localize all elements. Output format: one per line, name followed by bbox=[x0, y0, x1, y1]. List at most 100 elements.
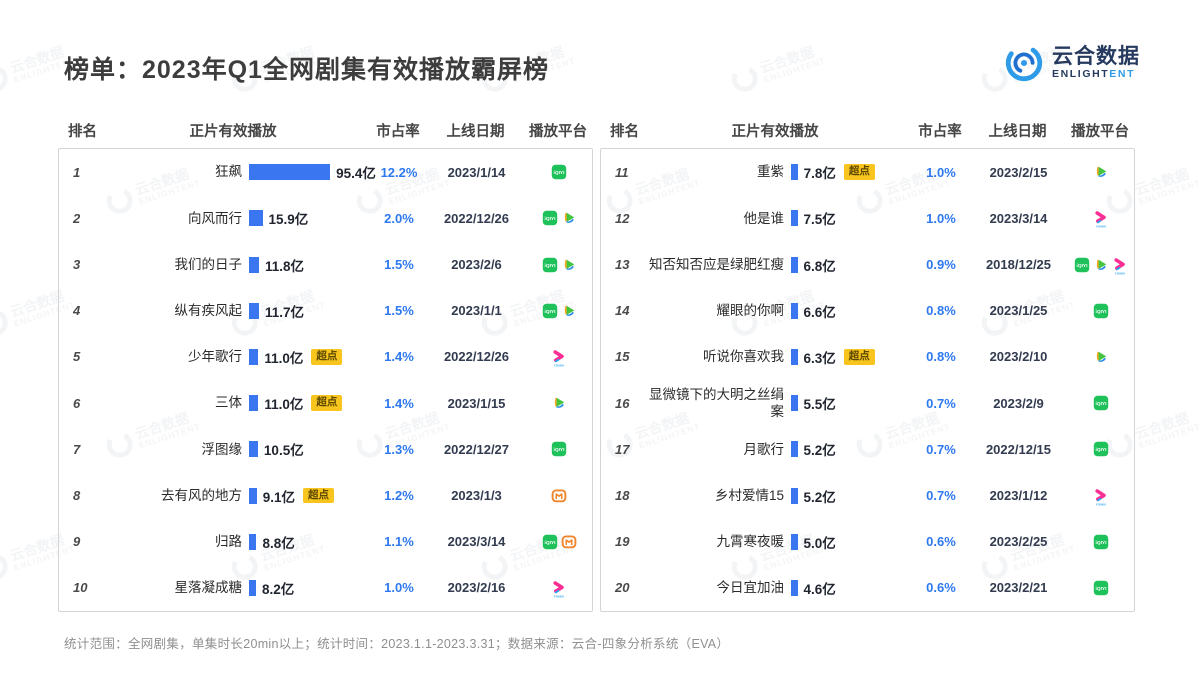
playback-bar-cell: 8.2亿 bbox=[249, 578, 369, 598]
market-share-value: 12.2% bbox=[380, 164, 418, 180]
table-row: 10 星落凝成糖 8.2亿 1.0% 2023/2/16 YOUKU bbox=[59, 565, 592, 611]
premium-point-badge: 超点 bbox=[843, 164, 875, 180]
table-row: 17 月歌行 5.2亿 0.7% 2022/12/15 iQIYI bbox=[601, 426, 1134, 472]
market-share-value: 0.9% bbox=[926, 257, 956, 272]
playback-bar bbox=[249, 302, 259, 319]
platform-icons: iQIYI bbox=[524, 210, 594, 226]
table-row: 3 我们的日子 11.8亿 1.5% 2023/2/6 iQIYI bbox=[59, 241, 592, 287]
release-date: 2023/1/12 bbox=[989, 488, 1048, 504]
rank-number: 3 bbox=[73, 257, 81, 272]
playback-bar-cell: 5.2亿 bbox=[791, 486, 911, 506]
playback-bar-cell: 15.9亿 bbox=[249, 208, 369, 228]
table-body: 11 重紫 7.8亿 超点 1.0% 2023/2/15 12 他是谁 7.5亿… bbox=[600, 148, 1135, 612]
premium-point-badge: 超点 bbox=[311, 395, 343, 411]
playback-bar bbox=[791, 210, 798, 227]
rank-number: 14 bbox=[615, 303, 630, 319]
playback-bar bbox=[249, 579, 256, 596]
enlightent-logo: 云合数据 ENLIGHTENT bbox=[1003, 42, 1140, 84]
platform-icons: iQIYI bbox=[524, 257, 594, 273]
svg-text:YOUKU: YOUKU bbox=[1096, 502, 1106, 506]
playback-bar-cell: 7.8亿 超点 bbox=[791, 162, 911, 182]
market-share-value: 1.5% bbox=[384, 303, 414, 319]
drama-title: 乡村爱情15 bbox=[714, 487, 784, 503]
table-row: 15 听说你喜欢我 6.3亿 超点 0.8% 2023/2/10 bbox=[601, 334, 1134, 380]
release-date: 2023/2/6 bbox=[451, 257, 502, 272]
playback-bar bbox=[791, 348, 798, 365]
svg-text:YOUKU: YOUKU bbox=[1115, 271, 1125, 275]
rank-number: 9 bbox=[73, 534, 81, 550]
playback-bar-cell: 5.2亿 bbox=[791, 439, 911, 459]
rank-number: 4 bbox=[73, 303, 81, 319]
playback-bar-cell: 6.3亿 超点 bbox=[791, 347, 911, 367]
market-share-value: 1.3% bbox=[384, 441, 414, 457]
market-share-value: 0.8% bbox=[926, 303, 956, 319]
rank-number: 13 bbox=[615, 257, 630, 272]
drama-title: 归路 bbox=[215, 533, 242, 549]
playback-bar bbox=[249, 441, 258, 458]
svg-text:iQIYI: iQIYI bbox=[1096, 401, 1108, 407]
platform-icons: YOUKU bbox=[1066, 207, 1136, 229]
playback-bar-cell: 6.6亿 bbox=[791, 301, 911, 321]
drama-title: 耀眼的你啊 bbox=[716, 302, 785, 318]
playback-value: 11.0亿 bbox=[264, 350, 304, 366]
playback-value: 8.8亿 bbox=[262, 535, 295, 551]
release-date: 2023/2/25 bbox=[989, 534, 1048, 550]
rank-number: 10 bbox=[73, 580, 88, 596]
table-row: 16 显微镜下的大明之丝绢案 5.5亿 0.7% 2023/2/9 iQIYI bbox=[601, 380, 1134, 426]
release-date: 2023/2/15 bbox=[989, 164, 1048, 180]
playback-bar bbox=[791, 256, 798, 273]
table-row: 6 三体 11.0亿 超点 1.4% 2023/1/15 bbox=[59, 380, 592, 426]
playback-value: 6.8亿 bbox=[803, 258, 836, 274]
playback-value: 9.1亿 bbox=[262, 489, 296, 505]
svg-text:iQIYI: iQIYI bbox=[1077, 263, 1089, 269]
rank-number: 16 bbox=[615, 395, 630, 411]
col-header-platform: 播放平台 bbox=[1071, 123, 1129, 140]
drama-title: 今日宜加油 bbox=[716, 580, 785, 596]
rank-number: 7 bbox=[73, 441, 81, 457]
watermark-logo-icon bbox=[0, 62, 12, 96]
col-header-playback: 正片有效播放 bbox=[189, 123, 277, 140]
col-header-playback: 正片有效播放 bbox=[731, 123, 819, 140]
enlightent-logo-text: 云合数据 ENLIGHTENT bbox=[1052, 46, 1140, 79]
svg-text:iQIYI: iQIYI bbox=[1096, 586, 1108, 592]
col-header-rank: 排名 bbox=[610, 123, 639, 140]
drama-title: 听说你喜欢我 bbox=[703, 349, 784, 365]
market-share-value: 1.2% bbox=[384, 488, 414, 504]
platform-icons: iQIYI bbox=[524, 441, 594, 457]
svg-text:YOUKU: YOUKU bbox=[554, 595, 564, 599]
playback-bar bbox=[791, 441, 798, 458]
iqiyi-icon: iQIYI bbox=[1074, 257, 1090, 272]
svg-text:iQIYI: iQIYI bbox=[1096, 447, 1108, 453]
drama-title: 纵有疾风起 bbox=[174, 302, 243, 318]
table-row: 20 今日宜加油 4.6亿 0.6% 2023/2/21 iQIYI bbox=[601, 565, 1134, 611]
market-share-value: 0.7% bbox=[926, 395, 956, 411]
svg-text:iQIYI: iQIYI bbox=[544, 263, 556, 269]
release-date: 2023/2/10 bbox=[989, 349, 1048, 365]
release-date: 2022/12/26 bbox=[443, 349, 510, 365]
playback-bar bbox=[791, 395, 798, 412]
table-header: 排名 正片有效播放 市占率 上线日期 播放平台 bbox=[58, 112, 593, 148]
platform-icons bbox=[1066, 164, 1136, 180]
watermark-logo-icon bbox=[0, 550, 12, 584]
platform-icons: YOUKU bbox=[524, 577, 594, 599]
table-row: 18 乡村爱情15 5.2亿 0.7% 2023/1/12 YOUKU bbox=[601, 472, 1134, 518]
playback-bar bbox=[249, 348, 259, 365]
playback-value: 5.2亿 bbox=[803, 443, 836, 459]
drama-title: 显微镜下的大明之丝绢案 bbox=[649, 386, 784, 420]
mgtv-icon bbox=[561, 535, 576, 548]
release-date: 2023/1/3 bbox=[451, 488, 502, 504]
rank-number: 18 bbox=[615, 488, 630, 504]
svg-text:YOUKU: YOUKU bbox=[554, 364, 564, 368]
playback-value: 95.4亿 bbox=[336, 166, 376, 182]
playback-bar bbox=[249, 487, 257, 504]
drama-title: 重紫 bbox=[757, 164, 784, 180]
playback-value: 5.5亿 bbox=[803, 397, 836, 413]
table-header: 排名 正片有效播放 市占率 上线日期 播放平台 bbox=[600, 112, 1135, 148]
rank-number: 8 bbox=[73, 488, 81, 504]
release-date: 2023/1/14 bbox=[447, 164, 506, 180]
playback-value: 5.0亿 bbox=[803, 535, 836, 551]
playback-bar bbox=[791, 487, 798, 504]
playback-bar bbox=[791, 579, 798, 596]
release-date: 2023/3/14 bbox=[989, 210, 1048, 226]
platform-icons: iQIYI bbox=[1066, 580, 1136, 596]
